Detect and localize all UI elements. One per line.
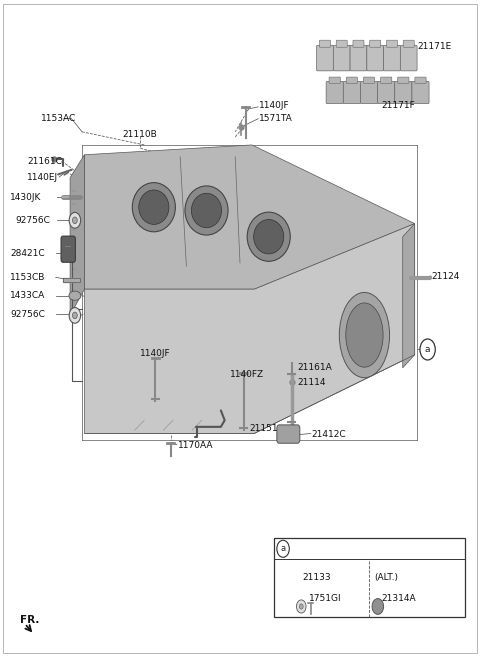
FancyBboxPatch shape — [384, 45, 400, 71]
Text: 1433CA: 1433CA — [10, 291, 46, 300]
FancyBboxPatch shape — [386, 40, 397, 47]
Circle shape — [420, 339, 435, 360]
Circle shape — [69, 307, 81, 323]
Text: 21114: 21114 — [298, 378, 326, 387]
FancyBboxPatch shape — [395, 81, 412, 104]
Text: 21110B: 21110B — [123, 130, 157, 139]
Text: 1430JK: 1430JK — [10, 193, 42, 202]
Circle shape — [297, 600, 306, 613]
FancyBboxPatch shape — [333, 45, 350, 71]
Ellipse shape — [346, 303, 383, 367]
Polygon shape — [84, 223, 415, 434]
FancyBboxPatch shape — [346, 77, 358, 83]
FancyBboxPatch shape — [363, 77, 375, 83]
Ellipse shape — [192, 193, 222, 228]
Text: 1153CB: 1153CB — [10, 273, 46, 282]
Circle shape — [277, 540, 289, 557]
FancyBboxPatch shape — [398, 77, 409, 83]
FancyBboxPatch shape — [360, 81, 378, 104]
Ellipse shape — [253, 219, 284, 254]
Text: a: a — [280, 544, 286, 553]
FancyBboxPatch shape — [415, 77, 426, 83]
Text: (ALT.): (ALT.) — [374, 573, 398, 582]
FancyBboxPatch shape — [400, 45, 417, 71]
Ellipse shape — [69, 291, 81, 300]
Text: 1751GI: 1751GI — [310, 594, 342, 603]
FancyBboxPatch shape — [320, 40, 330, 47]
Text: 1571TA: 1571TA — [259, 114, 293, 124]
Text: 21412C: 21412C — [312, 430, 347, 440]
Text: 21133: 21133 — [302, 573, 331, 582]
Text: 92756C: 92756C — [15, 215, 50, 225]
Circle shape — [72, 217, 77, 223]
Text: 21171F: 21171F — [381, 101, 415, 110]
FancyBboxPatch shape — [350, 45, 367, 71]
FancyBboxPatch shape — [412, 81, 429, 104]
Text: 1140EJ: 1140EJ — [27, 173, 58, 182]
Circle shape — [72, 312, 77, 319]
Polygon shape — [70, 155, 84, 315]
FancyBboxPatch shape — [61, 236, 75, 262]
Text: 21161A: 21161A — [298, 363, 332, 373]
FancyBboxPatch shape — [370, 40, 381, 47]
Text: a: a — [425, 345, 431, 354]
Text: 21314A: 21314A — [381, 594, 416, 603]
FancyBboxPatch shape — [329, 77, 340, 83]
FancyBboxPatch shape — [317, 45, 333, 71]
FancyBboxPatch shape — [381, 77, 392, 83]
FancyBboxPatch shape — [277, 425, 300, 443]
Polygon shape — [84, 145, 415, 289]
Ellipse shape — [185, 186, 228, 235]
Text: 28421C: 28421C — [10, 248, 45, 258]
FancyBboxPatch shape — [353, 40, 364, 47]
FancyBboxPatch shape — [367, 45, 384, 71]
Text: 1140JF: 1140JF — [140, 349, 170, 358]
Polygon shape — [403, 223, 415, 368]
Text: 21151: 21151 — [250, 424, 278, 433]
Circle shape — [300, 604, 303, 609]
Text: 21124: 21124 — [432, 271, 460, 281]
Circle shape — [372, 599, 384, 614]
Ellipse shape — [139, 190, 169, 225]
Text: 21161C: 21161C — [27, 157, 62, 166]
Ellipse shape — [247, 212, 290, 261]
FancyBboxPatch shape — [336, 40, 347, 47]
Text: 21171E: 21171E — [417, 42, 451, 51]
FancyBboxPatch shape — [403, 40, 414, 47]
FancyBboxPatch shape — [343, 81, 360, 104]
Circle shape — [69, 212, 81, 228]
Text: 1153AC: 1153AC — [41, 114, 77, 124]
Text: FR.: FR. — [20, 614, 39, 625]
Ellipse shape — [132, 183, 175, 232]
FancyBboxPatch shape — [326, 81, 343, 104]
Text: 1140FZ: 1140FZ — [229, 370, 264, 379]
FancyBboxPatch shape — [378, 81, 395, 104]
Text: 1170AA: 1170AA — [178, 441, 213, 449]
Polygon shape — [63, 278, 80, 282]
Text: 1140JF: 1140JF — [259, 101, 290, 110]
Ellipse shape — [339, 292, 390, 378]
Text: 92756C: 92756C — [10, 309, 45, 319]
Bar — [274, 538, 465, 617]
